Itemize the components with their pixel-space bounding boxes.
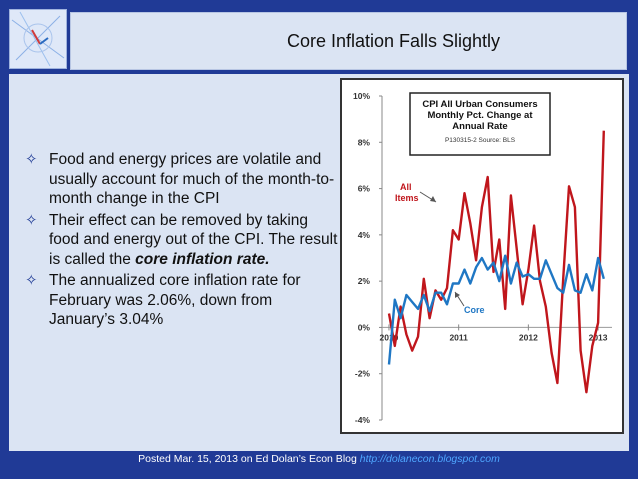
- chart-title-line: Monthly Pct. Change at: [427, 110, 533, 121]
- y-tick-label: 4%: [358, 230, 371, 240]
- y-tick-label: 10%: [353, 91, 370, 101]
- x-tick-label: 2010: [380, 332, 399, 342]
- bullet-3: ✧ The annualized core inflation rate for…: [21, 271, 341, 330]
- logo-graphic: [10, 10, 66, 68]
- y-tick-label: 6%: [358, 184, 371, 194]
- arrowhead-icon: [430, 196, 436, 202]
- bullet-3-text: The annualized core inflation rate for F…: [49, 272, 301, 328]
- four-point-star-icon: ✧: [25, 151, 38, 168]
- bullet-1: ✧ Food and energy prices are volatile an…: [21, 150, 341, 209]
- x-axis: 2010 2011 2012 2013: [380, 324, 612, 342]
- y-tick-label: 0%: [358, 322, 371, 332]
- chart-subtitle: P130315-2 Source: BLS: [445, 137, 516, 144]
- chart-title-line: Annual Rate: [452, 121, 507, 132]
- y-tick-label: -2%: [355, 369, 371, 379]
- slide-title: Core Inflation Falls Slightly: [286, 31, 501, 51]
- all-items-label: All: [400, 182, 412, 192]
- y-tick-label: -4%: [355, 415, 371, 425]
- arrowhead-icon: [455, 292, 460, 298]
- core-label: Core: [464, 305, 485, 315]
- y-tick-label: 2%: [358, 276, 371, 286]
- y-tick-label: 8%: [358, 137, 371, 147]
- bullet-1-text: Food and energy prices are volatile and …: [49, 151, 335, 207]
- blog-link[interactable]: http://dolanecon.blogspot.com: [359, 453, 500, 465]
- cpi-line-chart: 10% 8% 6% 4% 2% 0% -2% -4% 2010 2011 2012 2013 CPI…: [353, 91, 612, 425]
- chart-title-frame: [409, 92, 551, 156]
- core-inflation-emphasis: core inflation rate.: [135, 250, 270, 268]
- chart-container: 10% 8% 6% 4% 2% 0% -2% -4% 2010 2011 2012 2013 CPI…: [340, 78, 624, 434]
- bullet-2: ✧ Their effect can be removed by taking …: [21, 211, 341, 270]
- series-group: [387, 130, 605, 394]
- bullet-2-text: Their effect can be removed by taking fo…: [49, 211, 338, 268]
- series-line-core: [387, 254, 605, 365]
- series-line-all-items: [387, 130, 605, 394]
- all-items-label: Items: [395, 193, 419, 203]
- title-bar: Core Inflation Falls Slightly: [70, 12, 627, 70]
- chart-title-line: CPI All Urban Consumers: [422, 99, 537, 110]
- x-tick-label: 2011: [449, 332, 468, 342]
- bullet-list: ✧ Food and energy prices are volatile an…: [21, 150, 341, 332]
- footer: Posted Mar. 15, 2013 on Ed Dolan’s Econ …: [0, 453, 638, 465]
- footer-text: Posted Mar. 15, 2013 on Ed Dolan’s Econ …: [138, 453, 360, 465]
- four-point-star-icon: ✧: [25, 211, 38, 229]
- four-point-star-icon: ✧: [25, 272, 38, 289]
- decorative-logo: [9, 9, 67, 69]
- x-tick-label: 2013: [589, 332, 608, 342]
- x-tick-label: 2012: [519, 332, 538, 342]
- y-axis: 10% 8% 6% 4% 2% 0% -2% -4%: [353, 91, 383, 425]
- content-panel: ✧ Food and energy prices are volatile an…: [9, 74, 629, 451]
